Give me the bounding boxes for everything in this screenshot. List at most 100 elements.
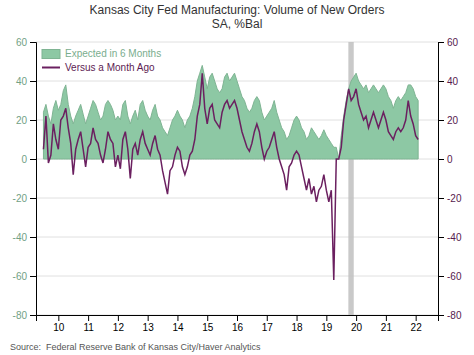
tick-label: 19: [321, 322, 333, 333]
tick-mark: [30, 315, 36, 316]
tick-label: 20: [16, 115, 28, 126]
tick-mark: [438, 42, 444, 43]
tick-label: 60: [447, 37, 459, 48]
tick-mark: [438, 81, 444, 82]
tick: -80: [438, 310, 462, 321]
tick-label: -20: [447, 193, 462, 204]
tick-label: 40: [447, 76, 459, 87]
tick-mark: [30, 276, 36, 277]
chart: Kansas City Fed Manufacturing: Volume of…: [0, 0, 474, 355]
tick-label: -60: [13, 271, 28, 282]
title-line: SA, %Bal: [212, 17, 263, 31]
tick-label: -40: [447, 232, 462, 243]
tick: 19: [321, 315, 333, 333]
title-line: Kansas City Fed Manufacturing: Volume of…: [90, 3, 385, 17]
grid-line: [36, 276, 438, 277]
legend-swatch: [42, 67, 60, 69]
line: [43, 73, 418, 280]
tick: 20: [438, 115, 459, 126]
area: [43, 65, 418, 159]
tick-label: 11: [83, 322, 94, 333]
x-axis: 10 11 12 13 14 15 16 17 18 19 20 21 22: [37, 315, 439, 333]
tick-mark: [30, 237, 36, 238]
tick-mark: [297, 315, 298, 321]
tick-mark: [30, 81, 36, 82]
tick-label: -60: [447, 271, 462, 282]
legend-label: Versus a Month Ago: [65, 62, 155, 73]
grid-line: [36, 42, 438, 43]
tick-label: 22: [411, 322, 423, 333]
tick: 22: [411, 315, 423, 333]
tick-label: 17: [262, 322, 274, 333]
tick-label: -80: [447, 310, 462, 321]
tick-label: 15: [202, 322, 214, 333]
tick-label: 20: [351, 322, 363, 333]
tick-label: -80: [13, 310, 28, 321]
tick-mark: [438, 276, 444, 277]
tick: 14: [172, 315, 184, 333]
tick: 40: [16, 76, 36, 87]
tick-mark: [438, 315, 444, 316]
tick-mark: [118, 315, 119, 321]
tick-mark: [30, 120, 36, 121]
tick-mark: [177, 315, 178, 321]
tick: -80: [13, 310, 36, 321]
tick-mark: [88, 315, 89, 321]
tick: 12: [113, 315, 125, 333]
tick-mark: [58, 315, 59, 321]
tick: 0: [438, 154, 453, 165]
tick-label: 21: [381, 322, 393, 333]
tick: -40: [438, 232, 462, 243]
tick-label: 60: [16, 37, 28, 48]
y2-axis: -80 -60 -40 -20 0 20 40 60: [438, 37, 462, 321]
plot-area: [43, 42, 418, 315]
tick: 15: [202, 315, 214, 333]
tick: 16: [232, 315, 244, 333]
tick-mark: [267, 315, 268, 321]
y-axis: -80 -60 -40 -20 0 20 40 60: [13, 37, 37, 321]
tick-label: 14: [172, 322, 184, 333]
tick: -60: [13, 271, 36, 282]
tick: -60: [438, 271, 462, 282]
legend-swatch: [42, 50, 60, 59]
tick-label: 0: [447, 154, 453, 165]
tick: 13: [143, 315, 155, 333]
axis-line: [37, 316, 439, 322]
tick-label: 16: [232, 322, 244, 333]
axis-line: [439, 43, 445, 316]
tick: 17: [262, 315, 274, 333]
tick-mark: [237, 315, 238, 321]
tick: -20: [438, 193, 462, 204]
legend-item: Expected in 6 Months: [42, 48, 161, 59]
tick-label: 0: [21, 154, 27, 165]
source: Source: Federal Reserve Bank of Kansas C…: [10, 342, 261, 352]
grid: [36, 42, 438, 315]
tick-mark: [438, 120, 444, 121]
tick-mark: [148, 315, 149, 321]
tick-label: 18: [291, 322, 303, 333]
tick-mark: [30, 159, 36, 160]
tick-label: 12: [113, 322, 125, 333]
tick-label: 10: [53, 322, 65, 333]
tick-mark: [326, 315, 327, 321]
tick-mark: [30, 42, 36, 43]
tick-mark: [416, 315, 417, 321]
tick: -40: [13, 232, 36, 243]
tick-mark: [438, 198, 444, 199]
tick-mark: [30, 198, 36, 199]
tick-mark: [386, 315, 387, 321]
tick-mark: [438, 237, 444, 238]
tick: -20: [13, 193, 36, 204]
tick-label: -40: [13, 232, 28, 243]
tick-label: 40: [16, 76, 28, 87]
legend-label: Expected in 6 Months: [65, 48, 161, 59]
tick-label: 13: [143, 322, 155, 333]
tick-mark: [438, 159, 444, 160]
title: Kansas City Fed Manufacturing: Volume of…: [90, 3, 385, 31]
tick-mark: [207, 315, 208, 321]
tick: 11: [83, 315, 94, 333]
axis-line: [30, 43, 37, 316]
legend: Expected in 6 Months Versus a Month Ago: [42, 48, 161, 73]
tick: 20: [351, 315, 363, 333]
tick: 40: [438, 76, 459, 87]
